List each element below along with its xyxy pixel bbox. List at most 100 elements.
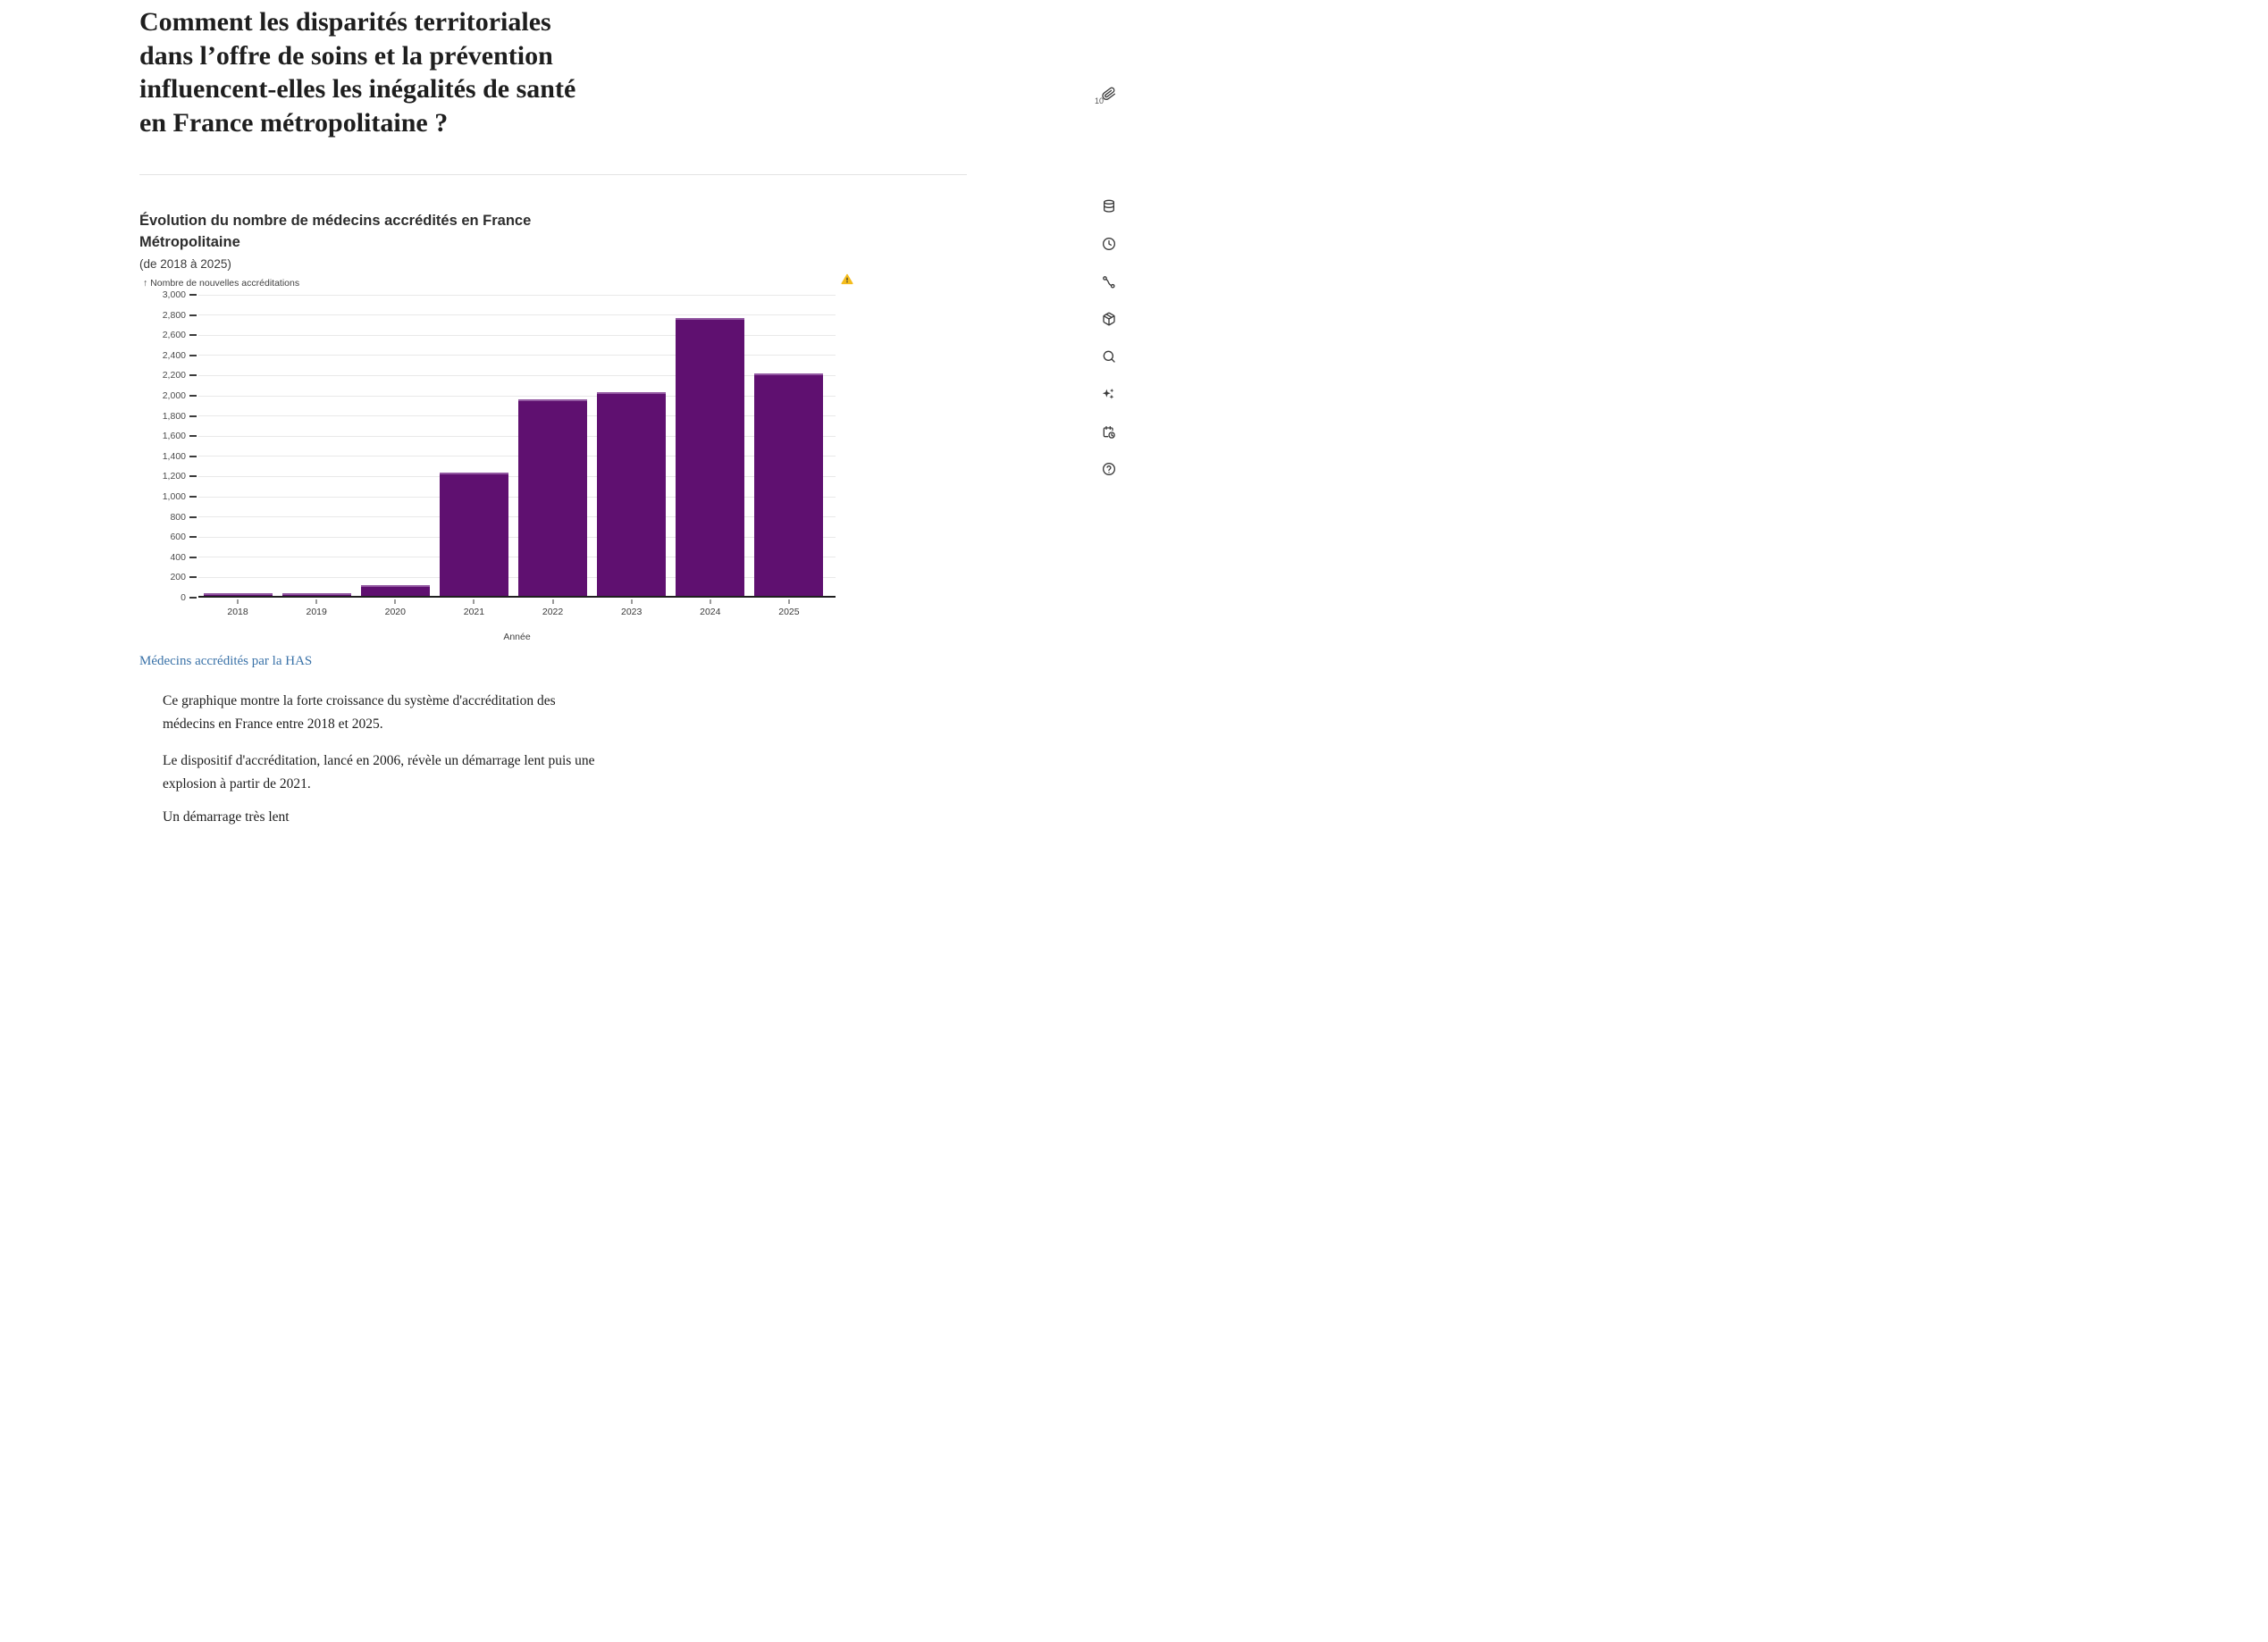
x-axis-labels: 2018 2019 2020 2021 2022 2023 2024 2025 [198, 598, 836, 633]
y-tick-mark [189, 597, 197, 599]
y-tick-2800: 2,800 [163, 309, 197, 322]
source-link[interactable]: Médecins accrédités par la HAS [139, 654, 313, 668]
x-tick-label-2022: 2022 [542, 607, 564, 617]
chart-subtitle: (de 2018 à 2025) [139, 257, 231, 271]
gridline-2400 [198, 355, 836, 356]
bar-2021[interactable] [439, 472, 508, 596]
y-axis: 0 200 400 600 800 1,000 1,200 1,400 1,600 1,800 2,… [138, 289, 197, 603]
help-button[interactable] [1096, 456, 1122, 482]
y-tick-label: 1,200 [162, 471, 186, 482]
y-tick-1400: 1,400 [163, 450, 197, 463]
y-tick-label: 3,000 [162, 289, 186, 300]
y-axis-title: ↑ Nombre de nouvelles accréditations [143, 278, 300, 289]
gridline-3000 [198, 294, 836, 296]
y-tick-2600: 2,600 [163, 329, 197, 341]
data-sources-button[interactable] [1096, 193, 1122, 220]
y-tick-mark [189, 294, 197, 296]
x-tick-mark-2022 [551, 599, 554, 604]
y-tick-label: 200 [170, 572, 186, 583]
body-paragraph-2: Le dispositif d'accréditation, lancé en … [163, 753, 595, 792]
bar-2023[interactable] [597, 391, 667, 596]
body-paragraph-1: Ce graphique montre la forte croissance … [163, 693, 556, 732]
y-tick-label: 2,000 [162, 390, 186, 401]
gridline-2800 [198, 314, 836, 316]
x-tick-mark-2018 [237, 599, 239, 604]
y-tick-1600: 1,600 [163, 430, 197, 442]
y-tick-label: 2,400 [162, 349, 186, 361]
y-tick-1200: 1,200 [163, 470, 197, 482]
y-tick-1000: 1,000 [163, 490, 197, 503]
search-icon [1103, 350, 1115, 363]
x-axis-line [198, 596, 836, 598]
attachment-count-badge: 10 [1095, 96, 1105, 105]
bar-2020[interactable] [360, 585, 430, 596]
x-tick-label-2018: 2018 [227, 607, 248, 617]
gridline-200 [198, 576, 836, 578]
help-icon [1103, 463, 1115, 475]
x-tick-mark-2021 [473, 599, 475, 604]
y-tick-mark [189, 536, 197, 539]
y-tick-label: 800 [170, 511, 186, 523]
y-tick-2400: 2,400 [163, 349, 197, 362]
gridline-1200 [198, 475, 836, 477]
gridline-1800 [198, 415, 836, 417]
route-icon [1103, 276, 1115, 289]
page-title: Comment les disparités territoriales dan… [139, 7, 576, 138]
y-tick-label: 0 [181, 592, 186, 603]
chart-warning-icon[interactable] [841, 273, 853, 285]
ai-sparkles-button[interactable] [1096, 381, 1122, 407]
scheduled-tasks-button[interactable] [1096, 419, 1122, 446]
y-tick-label: 1,600 [162, 431, 186, 442]
bar-2022[interactable] [518, 398, 588, 596]
attachments-button[interactable]: 10 [1095, 80, 1122, 107]
bar-2024[interactable] [676, 318, 745, 596]
y-tick-mark [189, 576, 197, 579]
x-tick-mark-2020 [394, 599, 397, 604]
x-tick-mark-2019 [315, 599, 318, 604]
bar-2025[interactable] [754, 373, 824, 596]
x-tick-label-2020: 2020 [384, 607, 406, 617]
clock-icon [1103, 238, 1115, 250]
y-tick-0: 0 [181, 591, 197, 604]
y-tick-label: 2,600 [162, 330, 186, 341]
y-tick-mark [189, 395, 197, 397]
y-tick-mark [189, 314, 197, 316]
gridline-2600 [198, 334, 836, 336]
calendar-clock-icon [1103, 426, 1115, 439]
y-tick-mark [189, 455, 197, 457]
y-tick-label: 400 [170, 551, 186, 563]
gridline-2200 [198, 374, 836, 376]
y-tick-1800: 1,800 [163, 410, 197, 423]
section-divider [139, 174, 967, 175]
package-button[interactable] [1096, 306, 1122, 332]
paperclip-icon [1102, 87, 1115, 100]
sparkles-icon [1102, 389, 1114, 399]
chart-title: Évolution du nombre de médecins accrédit… [139, 213, 532, 250]
y-tick-mark [189, 354, 197, 356]
y-tick-mark [189, 556, 197, 558]
y-tick-label: 2,800 [162, 309, 186, 321]
route-button[interactable] [1096, 269, 1122, 296]
body-paragraph-3: Un démarrage très lent [163, 809, 290, 825]
y-tick-label: 600 [170, 532, 186, 543]
y-tick-mark [189, 515, 197, 518]
bar-2018[interactable] [203, 593, 273, 596]
x-tick-label-2024: 2024 [700, 607, 721, 617]
x-tick-label-2023: 2023 [621, 607, 643, 617]
x-tick-label-2025: 2025 [778, 607, 800, 617]
package-icon [1103, 312, 1115, 326]
search-button[interactable] [1096, 343, 1122, 370]
history-button[interactable] [1096, 230, 1122, 257]
gridline-600 [198, 536, 836, 538]
x-tick-mark-2024 [709, 599, 711, 604]
y-tick-label: 1,400 [162, 450, 186, 462]
y-tick-800: 800 [170, 511, 197, 524]
gridline-1000 [198, 496, 836, 498]
y-tick-mark [189, 475, 197, 478]
x-tick-label-2019: 2019 [306, 607, 327, 617]
x-axis-title: Année [503, 632, 531, 642]
bar-2019[interactable] [281, 592, 351, 596]
y-tick-400: 400 [170, 551, 197, 564]
y-tick-600: 600 [170, 531, 197, 543]
x-tick-label-2021: 2021 [463, 607, 485, 617]
